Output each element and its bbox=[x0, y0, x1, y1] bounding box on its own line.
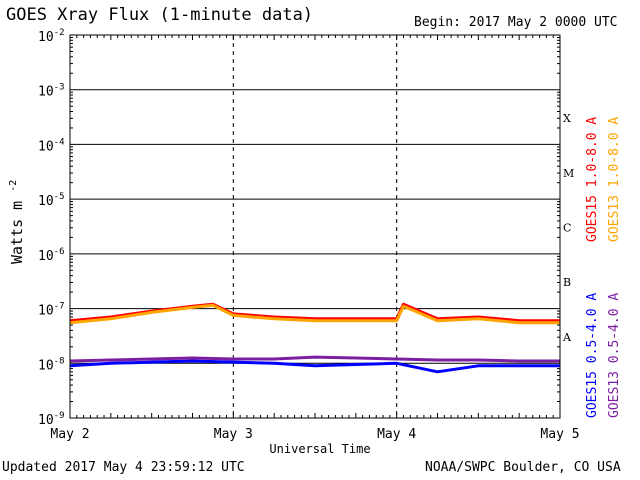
flare-class-label: A bbox=[562, 331, 572, 344]
flare-class-label: M bbox=[563, 167, 574, 180]
flare-class-label: C bbox=[563, 222, 571, 235]
x-tick-label: May 4 bbox=[377, 427, 416, 442]
series-line-2 bbox=[69, 359, 560, 374]
y-tick-label: 10-4 bbox=[38, 137, 65, 154]
y-tick-label: 10-2 bbox=[38, 28, 65, 45]
updated-timestamp: Updated 2017 May 4 23:59:12 UTC bbox=[2, 460, 245, 475]
x-tick-label: May 3 bbox=[214, 427, 253, 442]
x-tick-label: May 2 bbox=[50, 427, 89, 442]
legend-goes15-long: GOES15 1.0-8.0 A bbox=[585, 116, 600, 242]
y-axis-label: Watts m -2 bbox=[8, 179, 26, 264]
chart-title: GOES Xray Flux (1-minute data) bbox=[6, 5, 314, 25]
series-line-1 bbox=[69, 303, 560, 325]
legend-goes13-short: GOES13 0.5-4.0 A bbox=[607, 292, 622, 418]
legend-goes13-long: GOES13 1.0-8.0 A bbox=[607, 116, 622, 242]
flare-class-label: B bbox=[563, 276, 571, 289]
plot-frame bbox=[69, 34, 561, 419]
data-credit: NOAA/SWPC Boulder, CO USA bbox=[425, 460, 621, 475]
x-axis-label: Universal Time bbox=[269, 442, 371, 456]
flare-class-label: X bbox=[563, 112, 571, 125]
y-tick-label: 10-7 bbox=[38, 302, 65, 319]
legend-goes15-short: GOES15 0.5-4.0 A bbox=[585, 292, 600, 418]
y-tick-label: 10-5 bbox=[38, 192, 65, 209]
y-tick-label: 10-6 bbox=[38, 247, 65, 264]
y-tick-label: 10-8 bbox=[38, 356, 65, 373]
x-tick-label: May 5 bbox=[540, 427, 579, 442]
begin-date: Begin: 2017 May 2 0000 UTC bbox=[414, 15, 618, 30]
y-tick-label: 10-9 bbox=[38, 411, 65, 428]
series-line-3 bbox=[69, 355, 560, 363]
y-tick-label: 10-3 bbox=[38, 83, 65, 100]
